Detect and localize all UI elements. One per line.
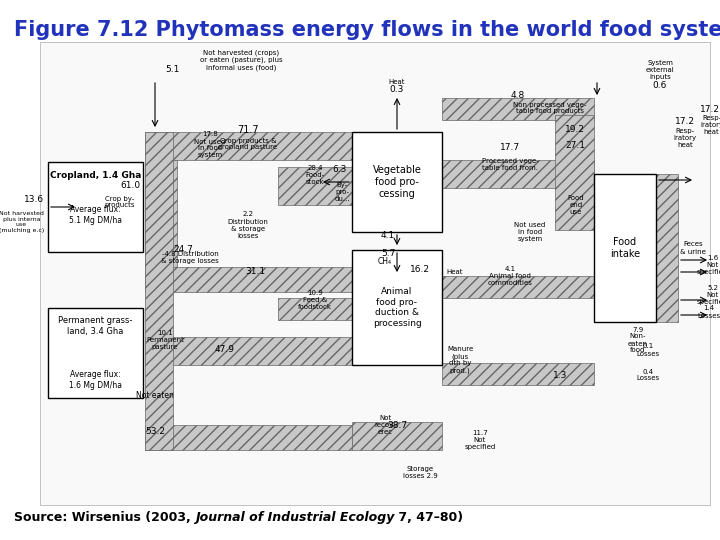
Text: Non processed vege-
table food products: Non processed vege- table food products bbox=[513, 102, 587, 114]
Bar bbox=[594, 174, 656, 322]
Bar bbox=[352, 422, 442, 450]
Text: 13.6: 13.6 bbox=[24, 195, 44, 205]
Text: -4.8 Distribution
& storage losses: -4.8 Distribution & storage losses bbox=[161, 252, 219, 265]
Bar bbox=[442, 363, 594, 385]
Text: 0.3: 0.3 bbox=[390, 85, 404, 94]
Text: Crop by-
products: Crop by- products bbox=[104, 195, 135, 208]
Text: 1.6
Not
specified: 1.6 Not specified bbox=[697, 255, 720, 275]
Text: Processed vege-
table food from.: Processed vege- table food from. bbox=[482, 159, 539, 172]
Text: Source: Wirsenius (2003,: Source: Wirsenius (2003, bbox=[14, 511, 195, 524]
Text: 47.9: 47.9 bbox=[215, 345, 235, 354]
Text: By-
pro-
du...: By- pro- du... bbox=[334, 182, 350, 202]
Bar bbox=[145, 267, 352, 292]
Bar bbox=[145, 132, 352, 160]
Text: 1.4
Losses: 1.4 Losses bbox=[697, 306, 720, 319]
Text: 61.0: 61.0 bbox=[120, 180, 140, 190]
Text: Figure 7.12 Phytomass energy flows in the world food system.: Figure 7.12 Phytomass energy flows in th… bbox=[14, 20, 720, 40]
Text: 1.3: 1.3 bbox=[553, 370, 567, 380]
Bar bbox=[442, 98, 594, 120]
Text: Manure
(plus
dth by
prod.): Manure (plus dth by prod.) bbox=[447, 346, 473, 374]
Text: 2.2
Distribution
& storage
losses: 2.2 Distribution & storage losses bbox=[228, 212, 269, 239]
Text: 16.2: 16.2 bbox=[410, 266, 430, 274]
Text: 0.4
Losses: 0.4 Losses bbox=[636, 368, 660, 381]
Text: 4.8: 4.8 bbox=[511, 91, 525, 99]
Text: 19.2: 19.2 bbox=[565, 125, 585, 134]
Bar bbox=[442, 160, 594, 188]
Text: CH₄: CH₄ bbox=[378, 258, 392, 267]
Text: System
external
inputs: System external inputs bbox=[646, 60, 675, 80]
Text: 10.9
Feed &
foodstock: 10.9 Feed & foodstock bbox=[298, 290, 332, 310]
Text: Permanent grass-
land, 3.4 Gha: Permanent grass- land, 3.4 Gha bbox=[58, 316, 132, 336]
Text: 5.2
Not
specified: 5.2 Not specified bbox=[697, 285, 720, 305]
Text: 27.1: 27.1 bbox=[565, 140, 585, 150]
Bar bbox=[145, 425, 352, 450]
Text: 0.1
Losses: 0.1 Losses bbox=[636, 343, 660, 356]
Text: 31.1: 31.1 bbox=[245, 267, 265, 276]
Text: Journal of Industrial Ecology: Journal of Industrial Ecology bbox=[195, 511, 395, 524]
Text: Not harvested
plus interna
use
(mulching e.c): Not harvested plus interna use (mulching… bbox=[0, 211, 44, 233]
Text: Not eaten: Not eaten bbox=[136, 390, 174, 400]
Text: Crop products &
cropland pasture: Crop products & cropland pasture bbox=[218, 138, 278, 151]
Bar bbox=[145, 132, 173, 450]
Text: Heat: Heat bbox=[446, 269, 463, 275]
Text: 28.4
Food-
stock: 28.4 Food- stock bbox=[305, 165, 325, 185]
Text: Cropland, 1.4 Gha: Cropland, 1.4 Gha bbox=[50, 172, 141, 180]
Text: 6.3: 6.3 bbox=[333, 165, 347, 174]
Text: 38.7: 38.7 bbox=[387, 421, 407, 429]
Text: Food
end
use: Food end use bbox=[567, 195, 585, 215]
Bar bbox=[48, 162, 143, 252]
Text: Animal
food pro-
duction &
processing: Animal food pro- duction & processing bbox=[373, 287, 421, 328]
Text: 11.7
Not
specified: 11.7 Not specified bbox=[464, 430, 495, 450]
Bar bbox=[555, 115, 594, 230]
Text: Average flux:
1.6 Mg DM/ha: Average flux: 1.6 Mg DM/ha bbox=[69, 370, 122, 390]
Text: Resp-
iratory
heat: Resp- iratory heat bbox=[700, 115, 720, 135]
Text: 4.1: 4.1 bbox=[381, 231, 395, 240]
Text: Vegetable
food pro-
cessing: Vegetable food pro- cessing bbox=[372, 165, 421, 199]
Bar bbox=[656, 174, 678, 322]
Text: Average flux:
5.1 Mg DM/ha: Average flux: 5.1 Mg DM/ha bbox=[69, 205, 122, 225]
Bar bbox=[40, 42, 710, 505]
Text: Storage
losses 2.9: Storage losses 2.9 bbox=[402, 465, 437, 478]
Bar bbox=[278, 298, 352, 320]
Text: Feces
& urine: Feces & urine bbox=[680, 241, 706, 254]
Text: 17.2: 17.2 bbox=[675, 118, 695, 126]
Text: 7.9
Non-
eaten
food: 7.9 Non- eaten food bbox=[628, 327, 648, 354]
Text: 0.6: 0.6 bbox=[653, 80, 667, 90]
Text: Heat: Heat bbox=[389, 79, 405, 85]
Text: 7, 47–80): 7, 47–80) bbox=[395, 511, 464, 524]
Text: 5.7: 5.7 bbox=[381, 248, 395, 258]
Text: Not harvested (crops)
or eaten (pasture), plus
informal uses (food): Not harvested (crops) or eaten (pasture)… bbox=[200, 49, 283, 71]
Text: 10.1
Permanent
pasture: 10.1 Permanent pasture bbox=[146, 330, 184, 350]
Bar bbox=[352, 132, 442, 232]
Bar bbox=[278, 167, 352, 205]
Text: Not used
in food
system: Not used in food system bbox=[514, 222, 546, 242]
Text: 53.2: 53.2 bbox=[145, 428, 165, 436]
Bar bbox=[145, 160, 177, 270]
Text: 17.2: 17.2 bbox=[700, 105, 720, 114]
Text: Resp-
iratory
heat: Resp- iratory heat bbox=[673, 128, 696, 148]
Bar bbox=[145, 337, 352, 365]
Text: 5.1: 5.1 bbox=[165, 65, 179, 75]
Text: 4.1
Animal food
commodities: 4.1 Animal food commodities bbox=[487, 266, 532, 286]
Bar bbox=[48, 308, 143, 398]
Text: Not
recov-
erec: Not recov- erec bbox=[374, 415, 396, 435]
Text: 17.7: 17.7 bbox=[500, 144, 520, 152]
Bar bbox=[352, 250, 442, 365]
Text: Food
intake: Food intake bbox=[610, 237, 640, 259]
Text: 71.7: 71.7 bbox=[237, 125, 258, 135]
Text: 17.8
Not used
in food
system: 17.8 Not used in food system bbox=[194, 132, 225, 159]
Bar bbox=[442, 276, 594, 298]
Text: 24.7: 24.7 bbox=[173, 246, 193, 254]
